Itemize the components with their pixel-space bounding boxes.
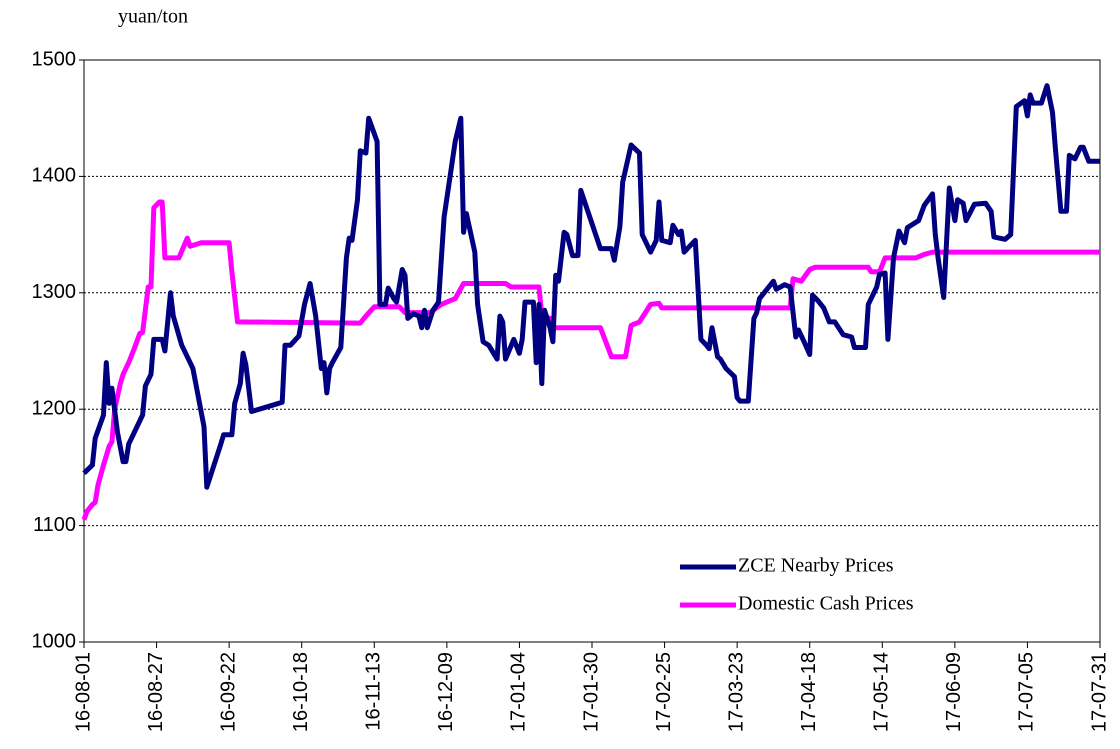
plot-frame [83, 59, 1101, 643]
series-line [81, 199, 1100, 521]
y-tick-label: 1400 [32, 165, 77, 187]
x-tick-label: 17-05-14 [871, 652, 893, 732]
x-tick-label: 17-07-05 [1016, 652, 1038, 732]
y-tick-label: 1300 [32, 281, 77, 303]
x-tick-label: 17-01-30 [580, 652, 602, 732]
x-tick-label: 17-04-18 [798, 652, 820, 732]
x-tick-label: 16-08-01 [72, 652, 94, 732]
x-tick-label: 17-07-31 [1088, 652, 1110, 732]
x-tick-label: 17-01-04 [508, 652, 530, 732]
y-tick-label: 1200 [32, 397, 77, 419]
x-tick-label: 16-10-18 [290, 652, 312, 732]
x-tick-label: 16-11-13 [363, 652, 385, 731]
x-tick-label: 16-09-22 [217, 652, 239, 732]
y-unit: yuan/ton [118, 6, 188, 28]
series-line [82, 83, 1100, 490]
y-tick-label: 1100 [33, 514, 76, 536]
x-tick-label: 17-06-09 [943, 652, 965, 732]
x-tick-label: 17-03-23 [725, 652, 747, 732]
legend-label: Domestic Cash Prices [738, 593, 914, 615]
x-tick-label: 17-02-25 [653, 652, 675, 732]
x-tick-label: 16-08-27 [145, 652, 167, 732]
x-tick-label: 16-12-09 [435, 652, 457, 732]
y-tick-label: 1000 [32, 630, 77, 652]
legend-label: ZCE Nearby Prices [738, 555, 894, 577]
y-tick-label: 1500 [32, 48, 77, 70]
